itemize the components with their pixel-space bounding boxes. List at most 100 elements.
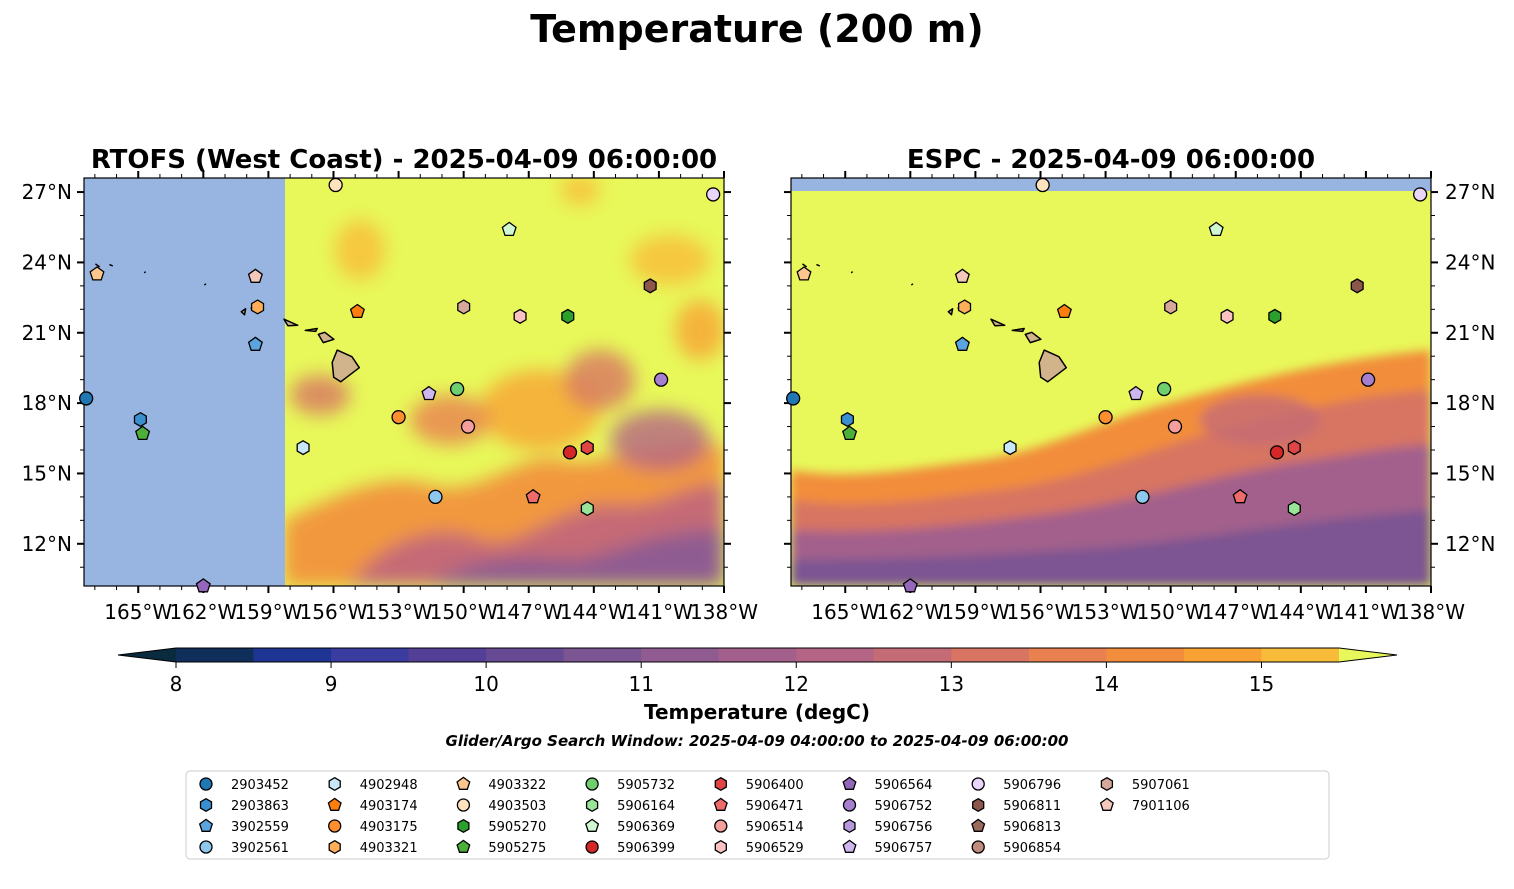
x-tick-label: 150°W <box>430 600 498 624</box>
legend-marker <box>585 818 600 832</box>
marker-5905275 <box>842 425 858 441</box>
legend-marker <box>585 777 599 791</box>
legend-marker <box>971 840 985 854</box>
legend-item-7901106: 7901106 <box>1099 797 1190 814</box>
legend-item-4903503: 4903503 <box>456 798 546 814</box>
legend-label: 4903175 <box>360 820 418 835</box>
legend-item-2903863: 2903863 <box>199 797 289 814</box>
legend-label: 5906756 <box>875 820 933 835</box>
legend-label: 5906752 <box>875 799 933 814</box>
colorbar-band <box>1106 648 1185 662</box>
colorbar-band <box>951 648 1030 662</box>
x-tick-label: 165°W <box>104 600 172 624</box>
island-8 <box>109 264 113 267</box>
legend-marker <box>456 798 471 812</box>
island-8 <box>816 264 820 267</box>
markers-rtofs <box>79 177 721 593</box>
island-3 <box>283 318 299 327</box>
island-5 <box>947 308 954 316</box>
legend-item-5906752: 5906752 <box>842 798 933 814</box>
legend-items: 2903452 2903863 3902559 3902561 4902948 49031… <box>198 776 1190 856</box>
colorbar-band <box>1183 648 1262 662</box>
y-tick-label: 18°N <box>1445 391 1495 415</box>
marker-2903863 <box>133 411 147 428</box>
x-tick-label: 159°W <box>234 600 302 624</box>
marker-4903321 <box>250 299 265 315</box>
legend-marker <box>972 797 985 813</box>
colorbar-band <box>253 648 332 662</box>
colorbar-band <box>408 648 487 662</box>
legend-label: 2903452 <box>231 778 289 793</box>
marker-5906400 <box>580 440 594 456</box>
panel-rtofs: RTOFS (West Coast) - 2025-04-09 06:00:00 <box>84 145 724 586</box>
marker-5906471 <box>525 488 541 504</box>
marker-5906369 <box>501 221 517 237</box>
markers-espc <box>786 177 1428 593</box>
legend-marker <box>713 797 728 811</box>
marker-4902948 <box>296 440 310 456</box>
legend-item-5906529: 5906529 <box>714 839 804 856</box>
legend-item-2903452: 2903452 <box>199 777 289 793</box>
x-tick-label: 138°W <box>1397 600 1465 624</box>
legend-marker <box>456 776 471 790</box>
legend-item-5906369: 5906369 <box>585 818 675 835</box>
legend: 2903452 2903863 3902559 3902561 4902948 49031… <box>185 770 1330 860</box>
marker-4903322 <box>796 266 812 281</box>
legend-label: 4903322 <box>488 778 546 793</box>
marker-5906529 <box>513 308 527 324</box>
marker-5905275 <box>135 425 151 441</box>
island-6 <box>204 283 207 286</box>
y-tick-label: 15°N <box>1445 461 1495 485</box>
marker-5905732 <box>450 381 465 397</box>
legend-marker <box>843 818 856 834</box>
marker-5906164 <box>1287 501 1301 517</box>
y-tick-label: 18°N <box>22 391 72 415</box>
colorbar-band <box>486 648 565 662</box>
colorbar-label: Temperature (degC) <box>644 700 870 724</box>
legend-item-4903175: 4903175 <box>328 819 418 835</box>
legend-label: 5905270 <box>488 820 546 835</box>
legend-label: 5906757 <box>875 841 933 856</box>
legend-label: 5906369 <box>617 820 675 835</box>
ticks-rtofs: 165°W162°W159°W156°W153°W150°W147°W144°W… <box>22 171 758 624</box>
x-tick-label: 162°W <box>876 600 944 624</box>
marker-2903863 <box>840 411 854 428</box>
island-7 <box>850 271 853 274</box>
x-tick-label: 156°W <box>1007 600 1075 624</box>
colorbar-band <box>1261 648 1340 662</box>
legend-label: 5905275 <box>488 841 546 856</box>
legend-label: 7901106 <box>1132 799 1190 814</box>
marker-4903322 <box>89 266 105 281</box>
y-tick-label: 12°N <box>1445 532 1495 556</box>
island-9 <box>802 263 807 268</box>
legend-item-5906811: 5906811 <box>972 797 1061 814</box>
legend-marker <box>1100 776 1114 792</box>
marker-4903174 <box>1056 303 1072 319</box>
legend-marker <box>714 839 727 855</box>
legend-marker <box>585 840 599 854</box>
legend-marker <box>714 776 727 792</box>
y-tick-label: 24°N <box>1445 250 1495 274</box>
legend-marker <box>327 797 342 811</box>
marker-7901106 <box>247 268 263 283</box>
colorbar-band <box>331 648 410 662</box>
ticks-espc: 165°W162°W159°W156°W153°W150°W147°W144°W… <box>784 171 1495 624</box>
marker-3902561 <box>1135 489 1150 505</box>
legend-label: 4903503 <box>488 799 546 814</box>
colorbar-band <box>563 648 642 662</box>
marker-5906399 <box>562 445 578 460</box>
marker-3902561 <box>428 489 443 505</box>
legend-item-5907061: 5907061 <box>1100 776 1190 793</box>
colorbar-tick-label: 15 <box>1249 672 1274 696</box>
x-tick-label: 153°W <box>1072 600 1140 624</box>
marker-5906164 <box>580 501 594 517</box>
legend-label: 5906399 <box>617 841 675 856</box>
suptitle: Temperature (200 m) <box>530 7 983 51</box>
colorbar-band <box>176 648 254 662</box>
colorbar-tick-label: 10 <box>473 672 498 696</box>
colorbar-band <box>873 648 952 662</box>
y-tick-label: 27°N <box>22 180 72 204</box>
marker-4903175 <box>1098 410 1113 425</box>
colorbar-tick-label: 11 <box>628 672 653 696</box>
